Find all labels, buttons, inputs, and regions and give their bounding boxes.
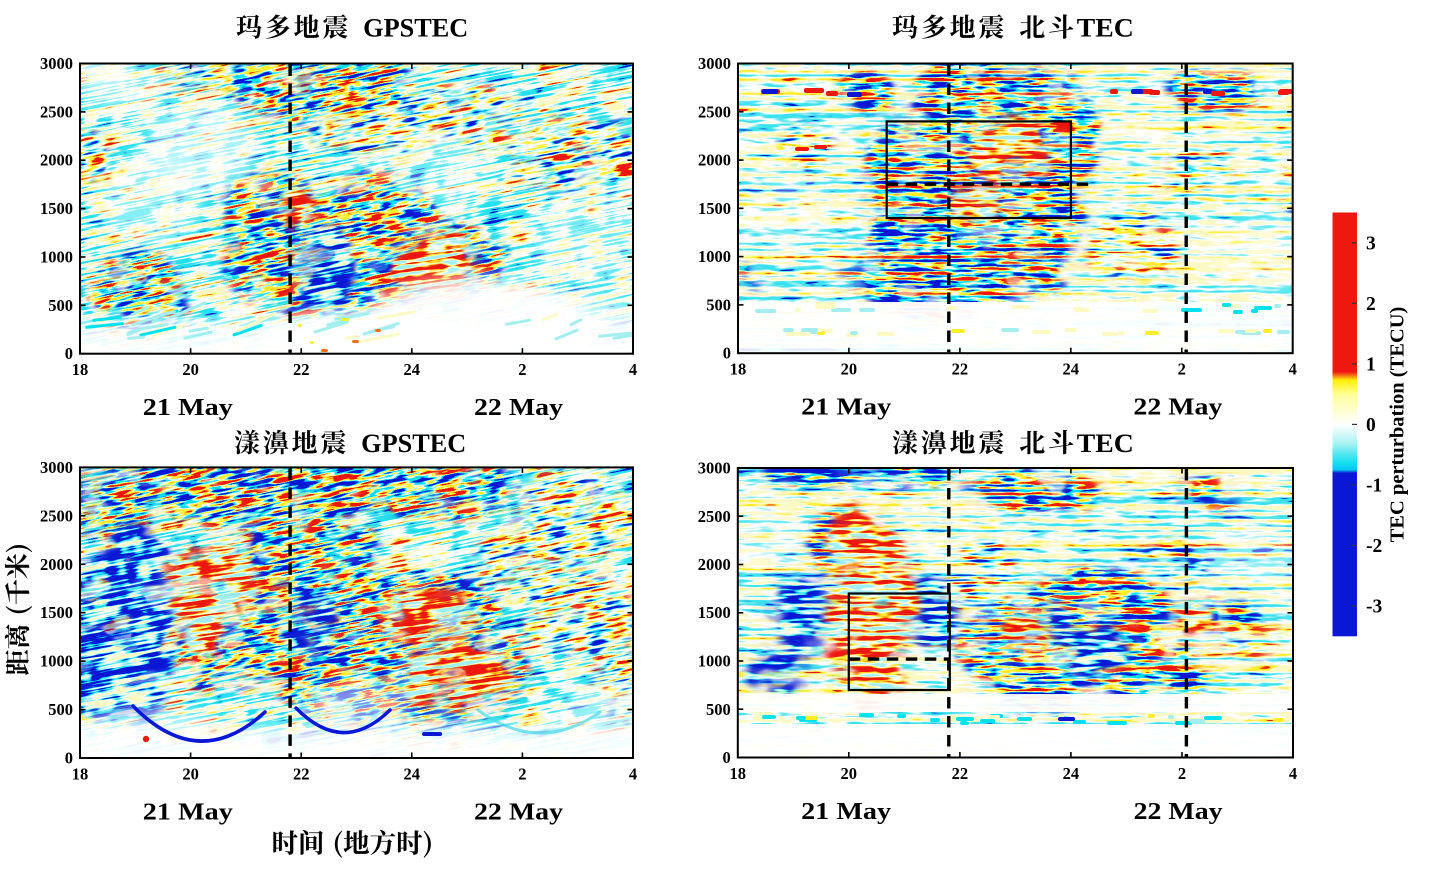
svg-text:1: 1 [1366, 354, 1376, 375]
svg-text:1500: 1500 [698, 603, 731, 622]
svg-text:3000: 3000 [40, 54, 73, 73]
svg-text:24: 24 [404, 765, 421, 784]
svg-text:1000: 1000 [40, 248, 73, 267]
svg-text:20: 20 [182, 765, 199, 784]
svg-text:18: 18 [730, 360, 747, 379]
svg-text:-1: -1 [1366, 475, 1382, 496]
svg-text:2000: 2000 [698, 555, 731, 574]
svg-text:500: 500 [706, 295, 731, 314]
svg-text:4: 4 [629, 360, 637, 379]
svg-text:18: 18 [72, 360, 89, 379]
svg-text:21 May: 21 May [801, 799, 891, 825]
svg-text:22 May: 22 May [474, 800, 563, 826]
svg-text:0: 0 [723, 344, 731, 363]
svg-text:4: 4 [1289, 764, 1297, 783]
svg-text:GPSTEC: GPSTEC [363, 14, 468, 43]
svg-text:-3: -3 [1366, 597, 1382, 618]
svg-text:22 May: 22 May [1134, 799, 1223, 825]
svg-text:4: 4 [1289, 360, 1297, 379]
svg-text:2000: 2000 [698, 151, 731, 170]
svg-text:2000: 2000 [40, 151, 73, 170]
svg-text:1000: 1000 [698, 247, 731, 266]
svg-text:2500: 2500 [698, 507, 731, 526]
svg-text:500: 500 [48, 700, 73, 719]
svg-text:22: 22 [293, 765, 310, 784]
svg-text:1500: 1500 [40, 603, 73, 622]
svg-text:1000: 1000 [698, 652, 731, 671]
svg-text:24: 24 [1063, 764, 1080, 783]
svg-text:-2: -2 [1366, 536, 1382, 557]
svg-text:24: 24 [1063, 360, 1080, 379]
svg-text:2: 2 [518, 360, 526, 379]
svg-text:500: 500 [706, 700, 731, 719]
svg-text:4: 4 [629, 765, 637, 784]
svg-text:21 May: 21 May [143, 800, 233, 826]
svg-text:2: 2 [1178, 360, 1186, 379]
svg-text:18: 18 [72, 765, 89, 784]
svg-text:2500: 2500 [40, 102, 73, 121]
svg-text:2: 2 [1366, 294, 1376, 315]
svg-text:21 May: 21 May [801, 395, 891, 421]
svg-text:0: 0 [65, 344, 73, 363]
svg-text:2: 2 [1178, 764, 1186, 783]
svg-text:22 May: 22 May [1133, 395, 1222, 421]
svg-text:TEC: TEC [1077, 429, 1134, 458]
svg-text:24: 24 [404, 360, 421, 379]
svg-text:3000: 3000 [698, 54, 731, 73]
svg-text:2: 2 [518, 765, 526, 784]
svg-text:22: 22 [293, 360, 310, 379]
svg-text:20: 20 [841, 764, 858, 783]
svg-text:3000: 3000 [698, 459, 731, 478]
svg-text:18: 18 [730, 764, 747, 783]
svg-text:1500: 1500 [698, 199, 731, 218]
svg-text:20: 20 [841, 360, 858, 379]
svg-text:2500: 2500 [40, 506, 73, 525]
svg-text:3000: 3000 [40, 458, 73, 477]
svg-text:TEC perturbation (TECU): TEC perturbation (TECU) [1387, 307, 1409, 543]
svg-text:22: 22 [952, 764, 969, 783]
svg-text:2500: 2500 [698, 102, 731, 121]
svg-text:21 May: 21 May [143, 395, 233, 421]
svg-text:3: 3 [1366, 233, 1376, 254]
svg-text:0: 0 [65, 749, 73, 768]
svg-text:22 May: 22 May [474, 395, 563, 421]
svg-text:0: 0 [723, 748, 731, 767]
svg-text:GPSTEC: GPSTEC [361, 429, 466, 458]
svg-text:2000: 2000 [40, 555, 73, 574]
svg-text:20: 20 [182, 360, 199, 379]
svg-text:1000: 1000 [40, 652, 73, 671]
svg-text:TEC: TEC [1077, 14, 1134, 43]
svg-text:1500: 1500 [40, 199, 73, 218]
svg-text:22: 22 [952, 360, 969, 379]
svg-text:0: 0 [1366, 415, 1376, 436]
svg-text:500: 500 [48, 296, 73, 315]
